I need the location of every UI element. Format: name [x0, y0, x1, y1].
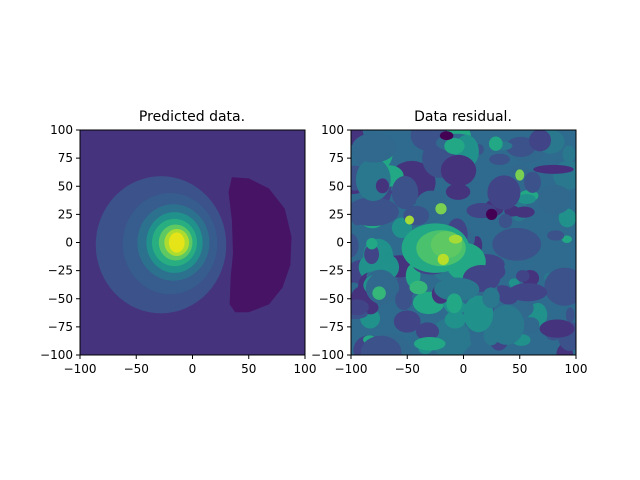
contour-level — [366, 237, 378, 250]
y-tick-label: −50 — [319, 292, 344, 306]
contour-level — [375, 178, 390, 194]
y-tick-label: 75 — [58, 151, 73, 165]
contour-feature — [437, 253, 449, 265]
contour-level — [351, 210, 364, 226]
contour-level — [395, 289, 413, 311]
contour-level — [522, 317, 540, 333]
contour-level — [487, 175, 521, 210]
contour-level — [489, 153, 510, 165]
y-tick-label: −100 — [40, 348, 73, 362]
contour-level — [558, 208, 576, 228]
contour-level — [364, 244, 380, 265]
contour-feature — [435, 203, 447, 215]
contour-level — [488, 305, 525, 345]
contour-level — [444, 311, 466, 329]
contour-level — [415, 322, 440, 341]
x-tick-label: −50 — [124, 362, 149, 376]
y-tick-label: 75 — [329, 151, 344, 165]
contour-level — [444, 138, 465, 155]
contour-feature — [515, 169, 525, 181]
contour-level — [168, 232, 185, 253]
x-tick-label: −50 — [395, 362, 420, 376]
y-tick-label: −50 — [48, 292, 73, 306]
contour-level — [351, 132, 397, 163]
y-tick-label: 25 — [329, 207, 344, 221]
data-residual-axes: Data residual. −100 −50 0 50 100 −100 −75 −50 −2… — [311, 109, 587, 376]
x-tick-label: 100 — [565, 362, 588, 376]
contour-feature — [439, 131, 454, 141]
contour-level — [562, 145, 576, 163]
x-tick-label: 50 — [241, 362, 256, 376]
y-tick-label: 25 — [58, 207, 73, 221]
y-tick-label: 100 — [50, 123, 73, 137]
contour-level — [360, 335, 402, 355]
x-tick-label: 100 — [294, 362, 317, 376]
contour-level — [440, 154, 477, 187]
contour-fill — [80, 130, 305, 355]
x-tick-label: −100 — [335, 362, 368, 376]
contour-feature — [486, 208, 498, 220]
contour-fill — [351, 130, 576, 355]
y-tick-label: −75 — [319, 320, 344, 334]
contour-feature — [499, 293, 518, 305]
contour-level — [434, 277, 480, 302]
y-tick-label: 100 — [321, 123, 344, 137]
contour-level — [547, 230, 565, 241]
contour-level — [391, 175, 419, 210]
contour-feature — [414, 337, 446, 351]
contour-level — [539, 319, 575, 338]
contour-level — [482, 287, 500, 309]
contour-level — [498, 214, 513, 229]
y-tick-label: −75 — [48, 320, 73, 334]
left-title: Predicted data. — [139, 109, 245, 125]
y-tick-label: −100 — [311, 348, 344, 362]
contour-level — [516, 270, 530, 282]
predicted-data-axes: Predicted data. −100 −50 0 50 100 −100 −75 −50 −… — [40, 109, 316, 376]
contour-level — [508, 283, 548, 302]
contour-feature — [533, 164, 574, 174]
x-tick-label: 50 — [512, 362, 527, 376]
contour-level — [492, 227, 542, 261]
contour-feature — [409, 280, 428, 295]
y-tick-label: 50 — [58, 179, 73, 193]
contour-level — [529, 130, 552, 152]
contour-feature — [372, 286, 386, 300]
contour-feature — [448, 234, 463, 244]
y-tick-label: 50 — [329, 179, 344, 193]
contour-level — [561, 235, 572, 243]
contour-feature — [405, 215, 414, 225]
contour-level — [351, 233, 359, 258]
contour-level — [351, 299, 369, 315]
contour-level — [524, 171, 541, 193]
x-tick-label: 0 — [460, 362, 468, 376]
contour-level — [517, 194, 536, 204]
y-tick-label: −25 — [319, 264, 344, 278]
contour-level — [505, 136, 536, 158]
contour-level — [565, 307, 575, 323]
contour-trough — [228, 177, 292, 313]
x-tick-label: 0 — [189, 362, 197, 376]
contour-level — [393, 310, 421, 333]
contour-level — [544, 267, 576, 306]
contour-level — [488, 136, 503, 151]
right-title: Data residual. — [414, 109, 512, 125]
y-tick-label: −25 — [48, 264, 73, 278]
x-tick-label: −100 — [64, 362, 97, 376]
contour-level — [445, 183, 471, 200]
contour-level — [446, 293, 463, 314]
contour-level — [538, 184, 572, 215]
contour-level — [513, 206, 535, 218]
y-tick-label: 0 — [336, 236, 344, 250]
y-tick-label: 0 — [65, 236, 73, 250]
